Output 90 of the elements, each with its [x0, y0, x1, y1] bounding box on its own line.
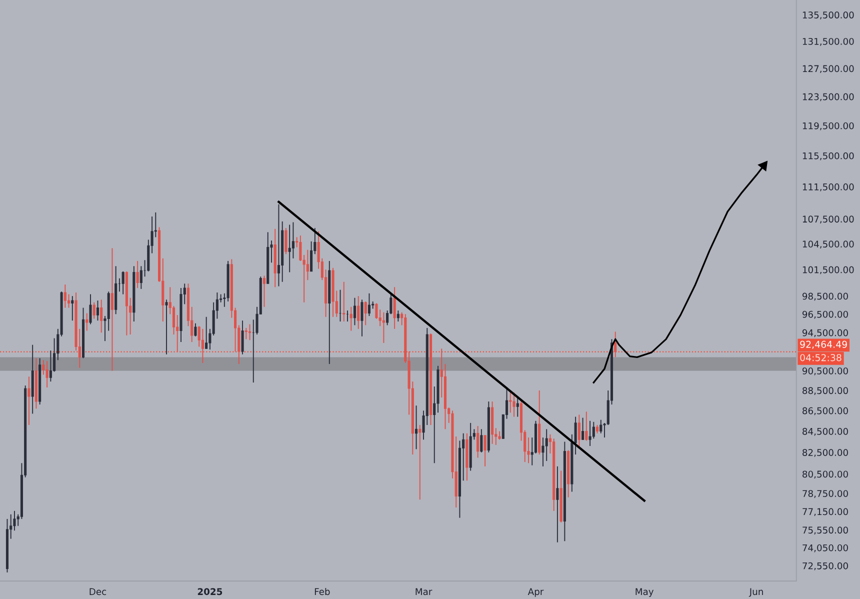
- candlestick: [516, 396, 519, 418]
- candlestick: [585, 411, 588, 442]
- candlestick: [484, 434, 486, 467]
- candlestick: [201, 328, 204, 364]
- candlestick: [172, 305, 176, 335]
- y-tick-label: 77,150.00: [802, 508, 848, 516]
- candlestick: [350, 306, 352, 332]
- y-tick-label: 90,500.00: [802, 367, 848, 376]
- candlestick: [262, 275, 266, 308]
- y-tick-label: 78,750.00: [802, 490, 848, 498]
- x-tick-label: Mar: [416, 588, 432, 596]
- candlestick: [418, 424, 422, 500]
- y-tick-label: 119,500.00: [802, 122, 854, 130]
- y-tick-label: 94,500.00: [802, 329, 848, 338]
- candlestick: [509, 390, 512, 414]
- candlestick: [306, 249, 309, 281]
- y-tick-label: 101,500.00: [802, 266, 854, 274]
- candlestick: [284, 228, 288, 255]
- y-tick-label: 74,050.00: [802, 544, 848, 552]
- y-tick-label: 80,500.00: [802, 470, 848, 479]
- candlestick: [122, 270, 124, 295]
- candlestick: [512, 392, 516, 418]
- ref-line-label: 92,464.49: [800, 340, 847, 349]
- candlestick: [292, 222, 294, 259]
- y-tick-label: 107,500.00: [802, 216, 854, 224]
- y-tick-label: 72,550.00: [802, 562, 848, 570]
- candlestick: [310, 240, 313, 272]
- y-tick-label: 98,500.00: [802, 292, 848, 301]
- candlestick: [396, 310, 400, 322]
- candlestick: [244, 327, 248, 340]
- candlestick: [415, 405, 418, 450]
- candlestick: [342, 281, 346, 322]
- candlestick: [96, 300, 100, 322]
- candlestick: [364, 300, 367, 326]
- y-tick-label: 111,500.00: [802, 183, 854, 192]
- candlestick: [353, 297, 356, 326]
- candlestick: [288, 224, 291, 273]
- candlestick: [71, 296, 74, 322]
- candlestick: [545, 428, 548, 462]
- candlestick: [277, 204, 280, 287]
- candlestick: [46, 360, 48, 388]
- x-tick-label: 2025: [198, 588, 222, 596]
- y-tick-label: 123,500.00: [802, 93, 854, 102]
- y-tick-label: 84,500.00: [802, 428, 848, 436]
- x-tick-label: May: [636, 588, 654, 597]
- candlestick: [382, 312, 385, 344]
- x-tick-label: Jun: [748, 588, 763, 597]
- candlestick: [600, 419, 602, 434]
- candlestick: [614, 331, 617, 358]
- candlestick: [100, 299, 103, 334]
- y-tick-label: 115,500.00: [802, 152, 854, 160]
- candlestick: [578, 414, 580, 448]
- y-tick-label: 82,500.00: [802, 449, 848, 457]
- y-tick-label: 88,500.00: [802, 387, 848, 396]
- candlestick: [89, 294, 92, 325]
- candlestick: [368, 292, 370, 316]
- candlestick: [165, 299, 168, 355]
- x-tick-label: Feb: [314, 588, 330, 596]
- candlestick: [140, 266, 142, 290]
- candlestick: [588, 420, 592, 446]
- candlestick: [64, 284, 66, 308]
- candlestick: [556, 466, 559, 543]
- candlestick: [86, 312, 88, 332]
- y-tick-label: 131,500.00: [802, 38, 854, 46]
- y-tick-label: 75,550.00: [802, 526, 848, 535]
- candlestick: [241, 320, 244, 355]
- candlestick: [476, 426, 480, 458]
- candlestick: [592, 421, 595, 440]
- candlestick: [49, 350, 52, 382]
- candlestick: [248, 324, 252, 341]
- y-tick-label: 86,500.00: [802, 407, 848, 416]
- y-tick-label: 96,500.00: [802, 310, 848, 319]
- y-tick-label: 104,500.00: [802, 240, 854, 248]
- candlestick: [480, 428, 483, 453]
- candlestick: [110, 248, 114, 372]
- candlestick: [393, 286, 396, 330]
- y-tick-label: 127,500.00: [802, 65, 854, 74]
- x-tick-label: Apr: [528, 588, 544, 597]
- y-tick-label: 135,500.00: [802, 12, 854, 20]
- candlestick: [92, 302, 96, 320]
- candlestick: [205, 316, 208, 350]
- candlestick: [136, 260, 139, 289]
- candlestick: [582, 417, 584, 440]
- x-tick-label: Dec: [90, 588, 106, 596]
- candlestick: [68, 294, 70, 308]
- candlestick: [357, 296, 360, 330]
- candlestick: [28, 376, 30, 426]
- candlestick: [360, 299, 364, 337]
- candlestick: [194, 322, 197, 337]
- text: 04:52:38: [800, 354, 842, 362]
